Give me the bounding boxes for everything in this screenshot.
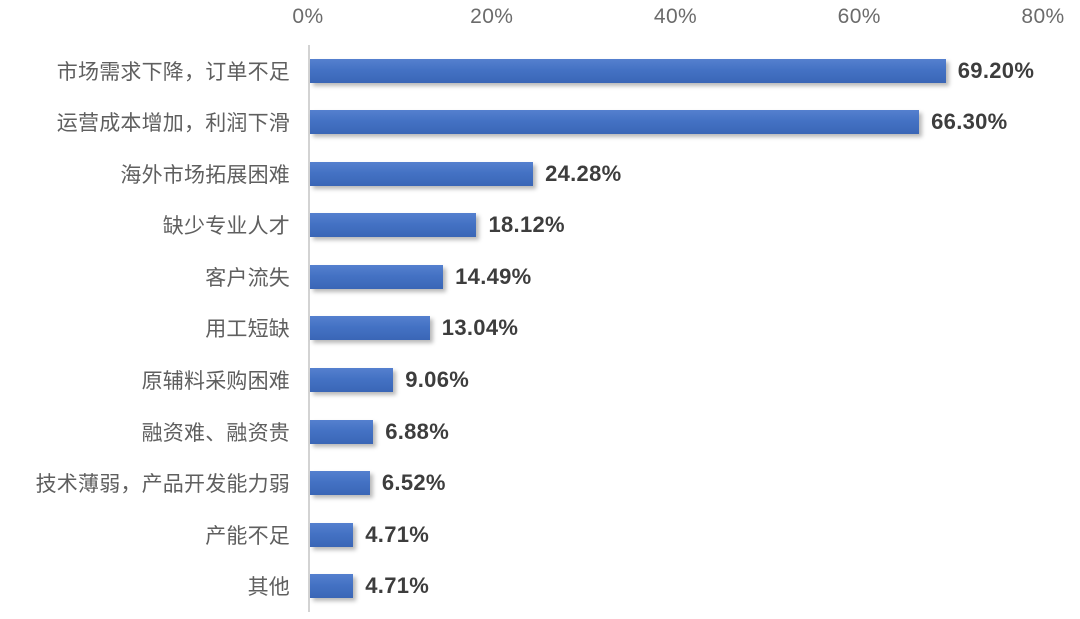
chart-row: 用工短缺 13.04% (0, 303, 1080, 355)
bar[interactable] (310, 316, 430, 341)
category-label: 缺少专业人才 (162, 215, 290, 239)
bar[interactable] (310, 419, 374, 444)
category-label: 市场需求下降，订单不足 (56, 60, 290, 84)
bar-group: 24.28% (310, 160, 622, 186)
category-label: 技术薄弱，产品开发能力弱 (35, 473, 290, 497)
x-axis-tick-0: 0% (292, 5, 324, 28)
chart-row: 技术薄弱，产品开发能力弱 6.52% (0, 457, 1080, 509)
category-axis-line (308, 45, 310, 612)
x-axis-tick-2: 40% (653, 5, 698, 28)
bar-value-label: 14.49% (455, 263, 532, 289)
category-label: 运营成本增加，利润下滑 (56, 112, 290, 136)
chart-row: 运营成本增加，利润下滑 66.30% (0, 97, 1080, 149)
x-axis-ticks: 0% 20% 40% 60% 80% (0, 0, 1080, 45)
bar-value-label: 6.88% (385, 418, 450, 444)
bar-group: 4.71% (310, 521, 430, 547)
category-label: 其他 (247, 576, 290, 600)
bar-group: 18.12% (310, 212, 565, 238)
category-label: 用工短缺 (205, 318, 290, 342)
category-label: 海外市场拓展困难 (120, 163, 290, 187)
bar[interactable] (310, 368, 394, 393)
bar[interactable] (310, 522, 354, 547)
bar[interactable] (310, 110, 920, 135)
bar-value-label: 18.12% (488, 212, 565, 238)
bar-group: 14.49% (310, 263, 532, 289)
bar-group: 66.30% (310, 109, 1008, 135)
x-axis-tick-1: 20% (470, 5, 514, 28)
bar-group: 9.06% (310, 367, 470, 393)
chart-row: 缺少专业人才 18.12% (0, 200, 1080, 252)
chart-row: 其他 4.71% (0, 560, 1080, 612)
bar-group: 4.71% (310, 573, 430, 599)
bar[interactable] (310, 471, 370, 496)
bar-value-label: 9.06% (405, 367, 470, 393)
bar-group: 13.04% (310, 315, 519, 341)
bar-value-label: 4.71% (365, 573, 430, 599)
bar-value-label: 13.04% (441, 315, 519, 341)
plot-area: 市场需求下降，订单不足 69.20% 运营成本增加，利润下滑 66.30% 海外市场拓展… (0, 45, 1080, 612)
bar[interactable] (310, 574, 354, 599)
bar-value-label: 24.28% (545, 160, 622, 186)
category-label: 产能不足 (205, 524, 290, 548)
bar-value-label: 4.71% (365, 521, 430, 547)
bar[interactable] (310, 264, 444, 289)
x-axis-tick-3: 60% (837, 5, 881, 28)
bar-value-label: 6.52% (381, 470, 446, 496)
chart-row: 融资难、融资贵 6.88% (0, 406, 1080, 458)
category-label: 融资难、融资贵 (141, 421, 290, 445)
bar-group: 69.20% (310, 57, 1035, 83)
bar-group: 6.52% (310, 470, 446, 496)
chart-row: 原辅料采购困难 9.06% (0, 354, 1080, 406)
bar[interactable] (310, 58, 946, 83)
chart-row: 市场需求下降，订单不足 69.20% (0, 45, 1080, 97)
bar-value-label: 66.30% (931, 109, 1008, 135)
chart-row: 客户流失 14.49% (0, 251, 1080, 303)
bar[interactable] (310, 213, 477, 238)
chart-row: 海外市场拓展困难 24.28% (0, 148, 1080, 200)
chart-row: 产能不足 4.71% (0, 509, 1080, 561)
bar-value-label: 69.20% (957, 57, 1035, 83)
category-label: 原辅料采购困难 (141, 370, 290, 394)
x-axis-tick-4: 80% (1021, 5, 1065, 28)
category-label: 客户流失 (205, 266, 290, 290)
bar[interactable] (310, 161, 534, 186)
bar-group: 6.88% (310, 418, 450, 444)
